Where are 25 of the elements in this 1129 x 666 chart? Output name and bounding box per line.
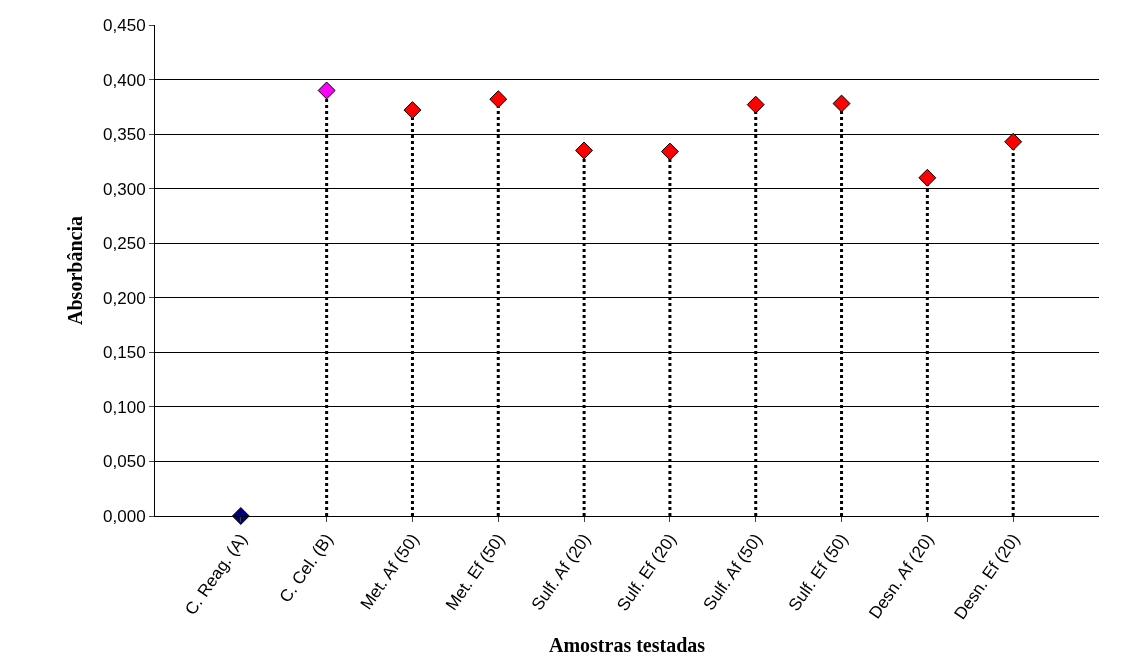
y-tick-label: 0,000	[103, 506, 146, 526]
point	[403, 101, 422, 120]
x-tick-label: C. Cel. (B)	[275, 530, 337, 607]
point	[317, 81, 336, 100]
y-tick-label: 0,300	[103, 179, 146, 199]
y-tick-label: 0,200	[103, 288, 146, 308]
point	[575, 141, 594, 160]
x-tick-label: Met. Ef (50)	[442, 530, 509, 614]
point	[489, 90, 508, 109]
y-axis-title: Absorbância	[63, 216, 86, 325]
x-tick-label: Met. Af (50)	[356, 530, 423, 614]
point	[918, 168, 937, 187]
point	[832, 94, 851, 113]
y-tick-label: 0,050	[103, 452, 146, 472]
y-tick-label: 0,100	[103, 397, 146, 417]
point	[660, 142, 679, 161]
y-tick-label: 0,400	[103, 70, 146, 90]
y-tick-label: 0,250	[103, 234, 146, 254]
y-tick-label: 0,450	[103, 15, 146, 35]
point	[746, 95, 765, 114]
point	[1004, 132, 1023, 151]
point	[231, 507, 250, 525]
x-axis-title: Amostras testadas	[548, 633, 706, 656]
y-tick-label: 0,350	[103, 125, 146, 145]
y-tick-label: 0,150	[103, 343, 146, 363]
